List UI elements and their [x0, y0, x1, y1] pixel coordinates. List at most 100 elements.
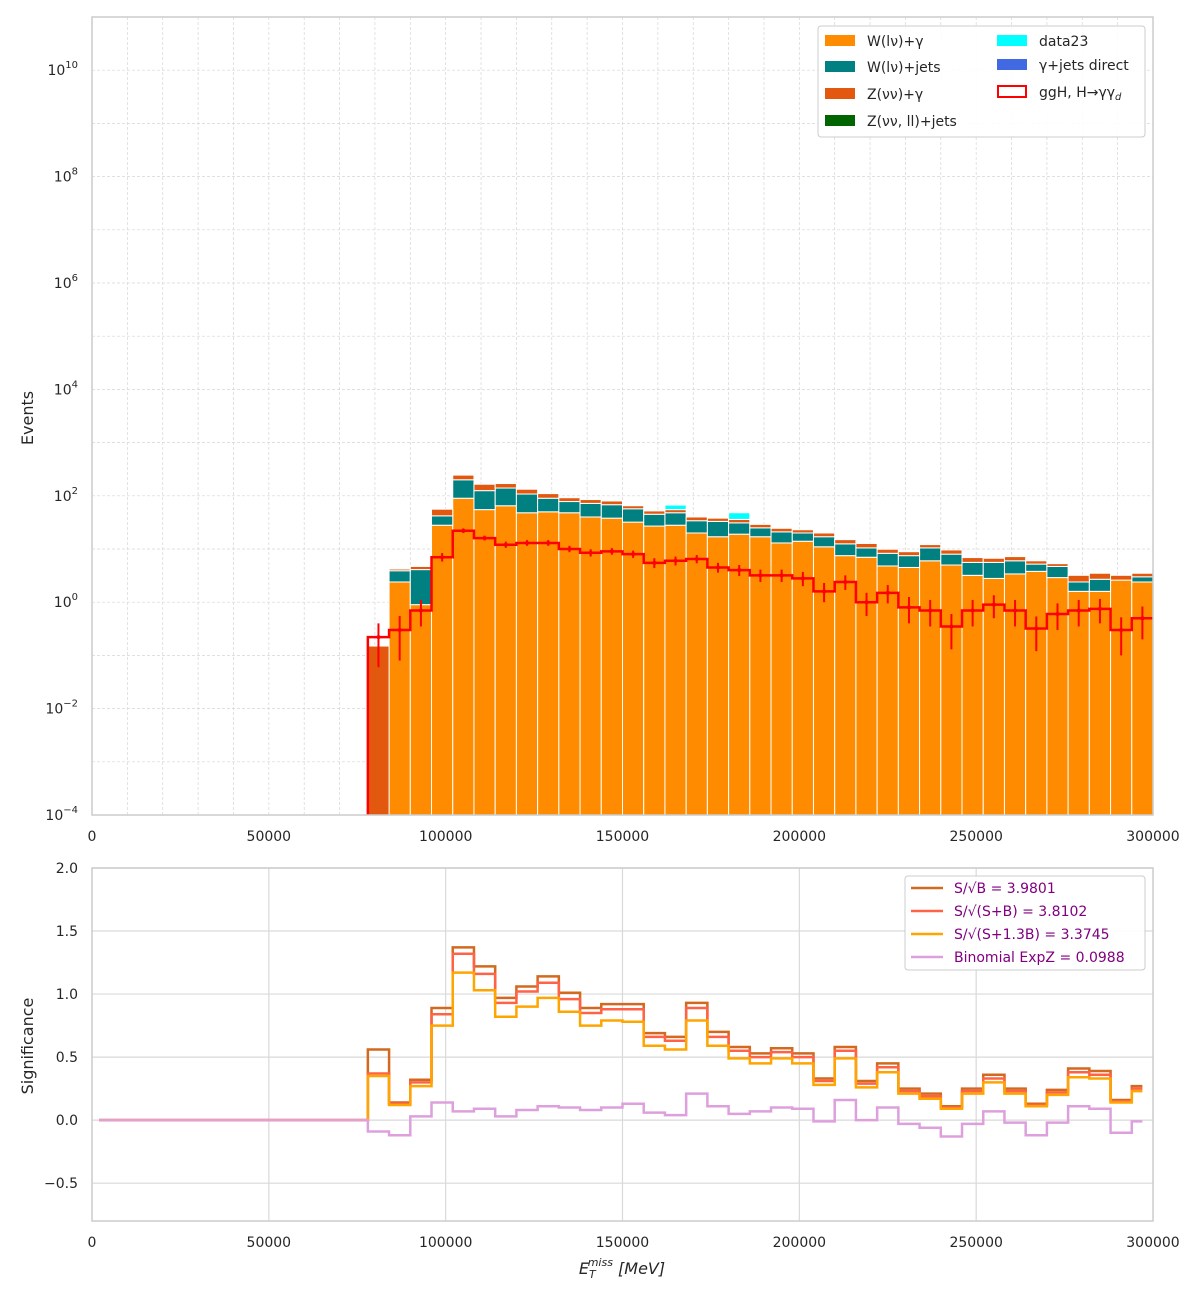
legend-swatch-wlnu-jets: [825, 61, 855, 72]
bar-segment: [1088, 590, 1112, 816]
events-x-ticks: 0 50000 100000 150000 200000 250000 300000: [88, 829, 1180, 845]
bar-segment: [537, 511, 560, 816]
signal-point: [885, 590, 890, 595]
bar-segment: [685, 532, 708, 816]
significance-y-tick-label: 0.0: [56, 1113, 78, 1129]
bar-segment: [706, 520, 730, 538]
legend-label-data23: data23: [1039, 34, 1088, 50]
signal-point: [1034, 626, 1039, 631]
bar-segment: [728, 518, 751, 524]
bar-segment: [558, 512, 581, 816]
bar-segment: [834, 543, 857, 557]
signal-point: [588, 550, 593, 555]
bar-segment: [643, 525, 666, 816]
bar-segment: [706, 517, 730, 522]
significance-legend: S/√B = 3.9801 S/√(S+B) = 3.8102 S/√(S+1.…: [904, 875, 1146, 971]
bar-segment: [1131, 572, 1154, 578]
bar-segment: [409, 569, 433, 606]
events-x-tick-label: 250000: [949, 829, 1002, 845]
signal-point: [567, 547, 572, 551]
bar-segment: [473, 509, 496, 816]
bar-segment: [728, 522, 751, 535]
bar-segment: [1025, 563, 1048, 572]
bar-segment: [1003, 560, 1027, 575]
bar-segment: [919, 544, 942, 549]
events-y-ticks: 1010 108 106 104 102 100 10−2 10−4: [45, 60, 78, 824]
bar-segment: [515, 512, 539, 816]
signal-point: [525, 540, 530, 545]
events-y-tick-label: 108: [54, 167, 78, 186]
events-y-tick-label: 10−4: [45, 805, 78, 824]
significance-series-line: [99, 1092, 1143, 1138]
bar-segment: [664, 524, 687, 816]
bar-segment: [1003, 556, 1027, 562]
signal-point: [1140, 616, 1145, 621]
events-y-tick-label: 104: [54, 379, 78, 398]
signal-point: [800, 576, 805, 581]
significance-series-line: [99, 971, 1143, 1122]
legend-swatch-znunu-ll-jets: [825, 115, 855, 126]
events-x-tick-label: 50000: [247, 829, 292, 845]
bar-segment: [961, 561, 984, 576]
significance-x-ticks: 0 50000 100000 150000 200000 250000 300000: [88, 1235, 1180, 1251]
bar-segment: [431, 508, 454, 517]
bar-segment: [494, 487, 517, 507]
legend-label-s-over-sqrt-s-plus-b: S/√(S+B) = 3.8102: [954, 904, 1087, 920]
bar-segment: [409, 604, 433, 816]
legend-label-gamma-jets-direct: γ+jets direct: [1039, 58, 1129, 74]
significance-legend-box: [904, 875, 1146, 971]
significance-x-tick-label: 50000: [247, 1235, 292, 1251]
bar-segment: [579, 516, 602, 816]
bar-segment: [1067, 574, 1090, 583]
signal-point: [397, 628, 402, 633]
legend-label-s-over-sqrt-s-plus-13b: S/√(S+1.3B) = 3.3745: [954, 927, 1110, 943]
bar-segment: [1025, 560, 1048, 565]
bar-segment: [812, 532, 836, 538]
bar-segment: [452, 479, 475, 499]
signal-point: [1013, 608, 1018, 613]
bar-segment: [1110, 579, 1133, 816]
bar-segment: [579, 499, 602, 504]
signal-point: [482, 536, 487, 541]
bar-segment: [494, 505, 517, 816]
bar-segment: [622, 521, 645, 816]
bar-segment: [1131, 576, 1154, 583]
signal-point: [949, 624, 954, 629]
signal-point: [631, 552, 636, 557]
bar-segment: [834, 555, 857, 816]
x-axis-label: ETmiss [MeV]: [579, 1256, 665, 1281]
legend-label-s-over-sqrt-b: S/√B = 3.9801: [954, 881, 1056, 897]
bar-segment: [812, 536, 836, 548]
bar-segment: [452, 474, 475, 481]
legend-label-wlnu-gamma: W(lν)+γ: [867, 34, 924, 50]
bar-segment: [834, 539, 857, 545]
signal-point: [673, 558, 678, 563]
bar-segment: [515, 493, 539, 514]
signal-point: [822, 589, 827, 594]
bar-segment: [452, 497, 475, 816]
bar-segment: [494, 483, 517, 489]
significance-x-tick-label: 100000: [419, 1235, 472, 1251]
bar-segment: [643, 513, 666, 527]
bar-segment: [558, 497, 581, 503]
bar-segment: [388, 570, 411, 583]
significance-y-tick-label: 2.0: [56, 861, 78, 877]
significance-plot-frame: [91, 867, 1154, 1222]
legend-label-znunu-gamma: Z(νν)+γ: [867, 87, 923, 103]
bar-segment: [791, 532, 814, 542]
signal-point: [928, 608, 933, 613]
bar-segment: [919, 560, 942, 816]
events-legend-box: [817, 25, 1146, 138]
significance-x-tick-label: 300000: [1126, 1235, 1179, 1251]
bar-segment: [982, 561, 1005, 579]
bar-segment: [1088, 572, 1112, 580]
bar-segment: [749, 523, 772, 529]
bar-segment: [749, 527, 772, 538]
legend-label-binomial-expz: Binomial ExpZ = 0.0988: [954, 950, 1125, 966]
bar-segment: [388, 568, 411, 572]
bar-segment: [940, 564, 963, 816]
bar-segment: [685, 520, 708, 534]
signal-point: [970, 608, 975, 613]
signal-point: [694, 556, 699, 561]
bar-segment: [1046, 563, 1069, 567]
